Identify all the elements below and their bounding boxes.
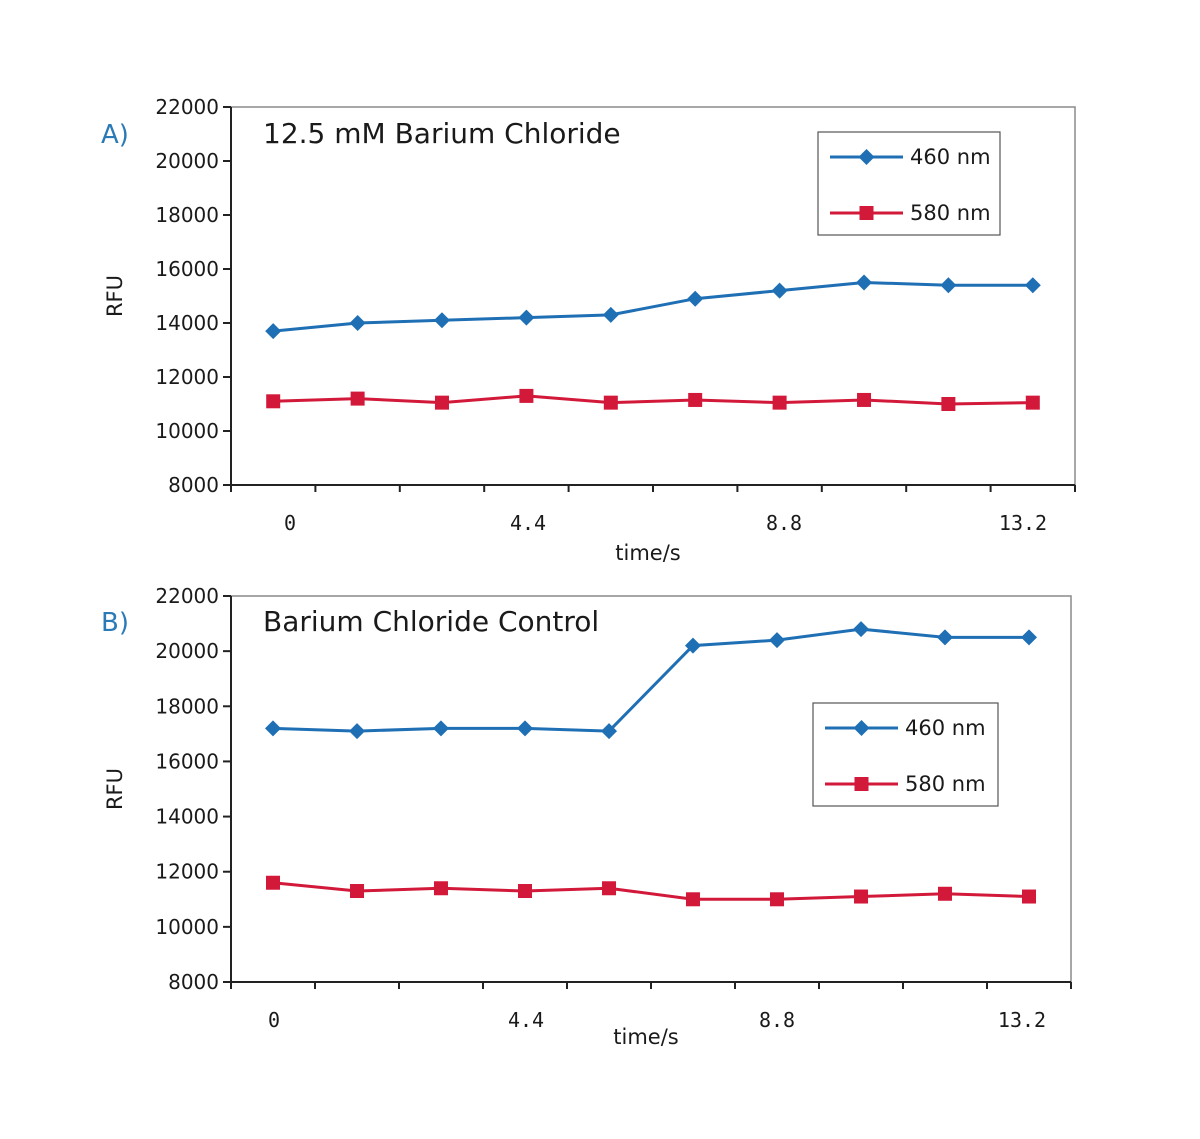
legend: 460 nm 580 nm [812,702,999,807]
data-point [1022,889,1036,904]
y-tick-label: 12000 [155,860,219,884]
chart-panel-b: 8000 10000 12000 14000 16000 18000 20000 22000 0… [101,584,1072,1049]
series-580-nm [266,388,1040,411]
x-tick-label: 4.4 [508,1008,544,1032]
data-point [517,720,533,737]
y-axis-label: RFU [103,275,127,317]
y-tick-label: 18000 [155,694,219,718]
data-point [266,394,281,409]
data-point [856,274,873,291]
legend-label: 460 nm [910,145,991,169]
legend-box [817,131,1001,236]
legend-marker [858,149,875,165]
y-tick-label: 10000 [155,419,219,443]
data-point [602,881,617,896]
x-tick-label: 8.8 [759,1008,795,1032]
y-tick-label: 20000 [155,639,219,663]
y-tick-label: 22000 [155,584,219,608]
data-point [684,637,701,654]
data-point [519,388,534,403]
legend-box [812,702,999,807]
legend-label: 580 nm [910,201,991,225]
panel-letter: B) [101,608,129,638]
data-point [688,392,703,407]
y-tick-label: 18000 [155,203,219,227]
x-tick-label: 0 [284,511,296,535]
data-point [772,395,787,410]
data-point [687,290,704,307]
data-point [518,884,532,899]
y-axis-label: RFU [103,768,127,810]
data-point [854,889,869,904]
legend-marker [853,720,870,736]
series-line [272,881,1030,901]
y-tick-label: 12000 [155,365,219,389]
data-point [937,886,952,901]
data-point [1024,277,1041,294]
data-point [857,392,872,407]
series-line [273,394,1033,406]
series-580-nm [266,875,1036,907]
data-point [265,720,281,737]
data-point [685,892,700,907]
series-460-nm [265,621,1037,740]
data-point [518,309,535,326]
data-point [941,397,956,411]
data-point [1021,629,1037,646]
data-point [432,720,449,737]
y-tick-label: 22000 [155,95,219,119]
panel-letter: A) [101,120,129,150]
legend-marker [859,206,874,220]
series-line [273,280,1033,333]
x-axis-label: time/s [613,1025,678,1049]
data-point [769,632,785,649]
y-tick-label: 14000 [155,805,219,829]
y-tick-label: 8000 [168,970,219,994]
data-point [349,315,366,331]
data-point [602,306,619,323]
x-tick-label: 13.2 [999,511,1047,535]
legend-marker [854,777,869,791]
data-point [434,395,449,410]
x-tick-label: 13.2 [998,1008,1046,1032]
chart-title: 12.5 mM Barium Chloride [263,117,621,150]
x-tick-label: 8.8 [766,511,802,535]
data-point [433,881,448,896]
data-point [770,892,784,907]
data-point [433,312,450,329]
x-axis-label: time/s [615,541,680,565]
series-line [272,627,1029,733]
x-tick-label: 4.4 [510,511,546,535]
chart-panel-a: 8000 10000 12000 14000 16000 18000 20000 22000 0… [101,95,1076,565]
y-tick-label: 20000 [155,149,219,173]
data-point [350,391,365,406]
data-point [603,395,618,410]
data-point [350,884,365,899]
data-point [853,621,870,638]
data-point [601,723,618,740]
data-point [265,323,282,340]
data-point [349,723,366,740]
x-tick-label: 0 [268,1008,280,1032]
legend-label: 580 nm [905,772,986,796]
data-point [940,277,957,294]
data-point [771,282,788,299]
legend: 460 nm 580 nm [817,131,1001,236]
chart-title: Barium Chloride Control [263,605,599,638]
series-460-nm [265,274,1041,340]
data-point [266,875,280,890]
legend-label: 460 nm [905,716,986,740]
y-tick-label: 10000 [155,915,219,939]
y-tick-label: 16000 [155,257,219,281]
y-tick-label: 16000 [155,749,219,773]
data-point [1025,395,1040,410]
data-point [936,629,953,646]
y-tick-label: 14000 [155,311,219,335]
y-tick-label: 8000 [168,473,219,497]
